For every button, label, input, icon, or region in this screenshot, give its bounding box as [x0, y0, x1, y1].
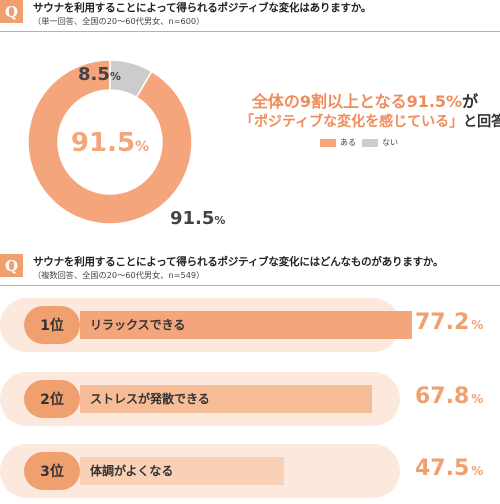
callout-percent: 91.5% [406, 92, 463, 111]
bar-value-label: 47.5% [415, 456, 484, 481]
callout-text: 全体の [251, 92, 300, 111]
bar-label: ストレスが発散できる [90, 392, 210, 406]
rank-badge: 2位 [24, 380, 80, 418]
bar-value-label: 67.8% [415, 384, 484, 409]
donut-legend: ある ない [320, 137, 398, 148]
bar-label: リラックスできる [90, 318, 186, 332]
callout-quote: 「ポジティブな変化を感じている」 [240, 114, 464, 130]
q1-subtitle: （単一回答、全国の20〜60代男女、n=600） [33, 16, 205, 26]
legend-item-no: ない [362, 137, 398, 148]
q-badge: Q [0, 254, 23, 277]
callout-line1: 全体の9割以上となる91.5%が [240, 88, 490, 112]
rank-badge: 1位 [24, 306, 80, 344]
rank-row: 1位 リラックスできる 77.2% [0, 298, 500, 358]
rank-row: 2位 ストレスが発散できる 67.8% [0, 372, 500, 432]
donut-data-label-no: 8.5% [78, 64, 121, 85]
bar-value-label: 77.2% [415, 310, 484, 335]
callout-highlight: 9割以上 [299, 92, 360, 111]
donut-chart: 91.5% 91.5% 8.5% [27, 59, 225, 229]
rank-row: 3位 体調がよくなる 47.5% [0, 444, 500, 504]
q-badge: Q [0, 0, 23, 23]
callout-text: と回答 [463, 114, 500, 130]
q2-divider [0, 285, 500, 286]
bar-1 [80, 311, 412, 339]
q2-subtitle: （複数回答、全国の20〜60代男女、n=549） [33, 270, 205, 280]
legend-item-yes: ある [320, 137, 356, 148]
rank-badge: 3位 [24, 452, 80, 490]
legend-label: ある [340, 138, 356, 147]
donut-center-label: 91.5% [71, 128, 149, 158]
q1-title: サウナを利用することによって得られるポジティブな変化はありますか。 [33, 2, 372, 14]
legend-swatch [362, 138, 378, 147]
bar-label: 体調がよくなる [90, 464, 174, 478]
callout-line2: 「ポジティブな変化を感じている」と回答 [240, 111, 500, 131]
donut-data-label-yes: 91.5% [170, 208, 225, 229]
bar-3 [80, 457, 284, 485]
q2-title: サウナを利用することによって得られるポジティブな変化にはどんなものがありますか。 [33, 256, 444, 268]
legend-label: ない [382, 138, 398, 147]
legend-swatch [320, 138, 336, 147]
donut-slice-no [109, 59, 153, 99]
donut-slice-yes [27, 59, 193, 225]
bar-2 [80, 385, 372, 413]
callout-text: が [462, 92, 479, 111]
q1-divider [0, 31, 500, 32]
callout-text: となる [359, 92, 407, 111]
